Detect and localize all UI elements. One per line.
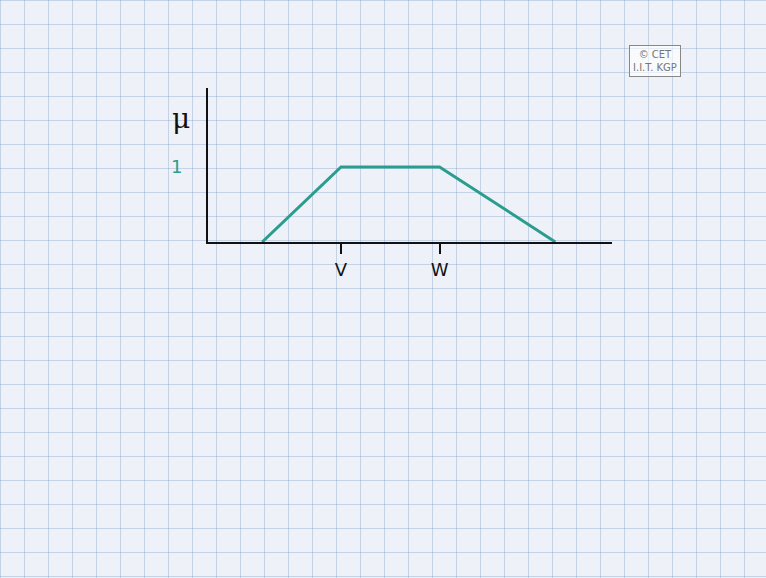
svg-text:1: 1 (171, 156, 182, 177)
svg-text:W: W (431, 259, 449, 280)
svg-text:© CETI.I.T. KGP: © CETI.I.T. KGP (633, 49, 677, 73)
svg-text:V: V (335, 259, 348, 280)
svg-text:μ: μ (172, 102, 190, 135)
